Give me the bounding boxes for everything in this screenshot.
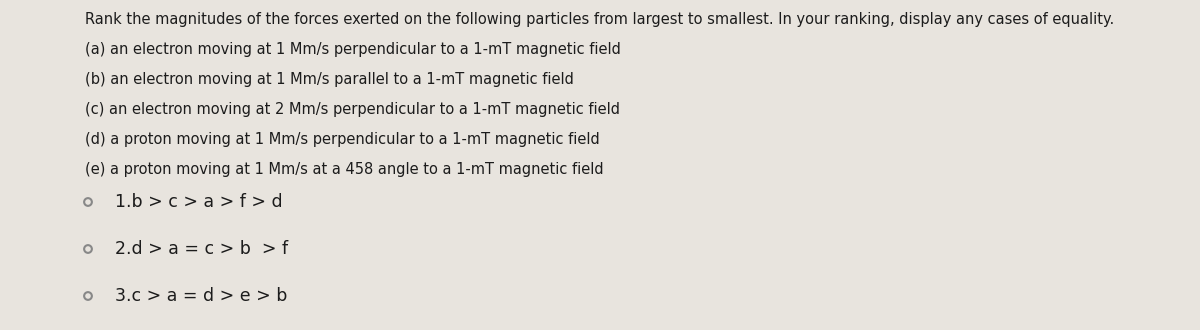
Text: 3.c > a = d > e > b: 3.c > a = d > e > b [115,287,287,305]
Text: (a) an electron moving at 1 Mm/s perpendicular to a 1-mT magnetic field: (a) an electron moving at 1 Mm/s perpend… [85,42,620,57]
Text: (b) an electron moving at 1 Mm/s parallel to a 1-mT magnetic field: (b) an electron moving at 1 Mm/s paralle… [85,72,574,87]
Text: Rank the magnitudes of the forces exerted on the following particles from larges: Rank the magnitudes of the forces exerte… [85,12,1115,27]
Text: (d) a proton moving at 1 Mm/s perpendicular to a 1-mT magnetic field: (d) a proton moving at 1 Mm/s perpendicu… [85,132,600,147]
Text: 1.b > c > a > f > d: 1.b > c > a > f > d [115,193,283,211]
Text: (c) an electron moving at 2 Mm/s perpendicular to a 1-mT magnetic field: (c) an electron moving at 2 Mm/s perpend… [85,102,620,117]
Text: 2.d > a = c > b  > f: 2.d > a = c > b > f [115,240,288,258]
Text: (e) a proton moving at 1 Mm/s at a 458 angle to a 1-mT magnetic field: (e) a proton moving at 1 Mm/s at a 458 a… [85,162,604,177]
